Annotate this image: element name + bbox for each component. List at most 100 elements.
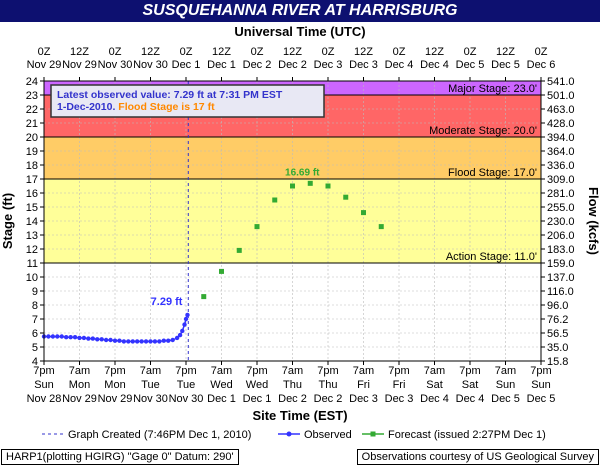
- observed-point: [99, 337, 104, 342]
- y-tick-label: 14: [26, 216, 38, 228]
- y2-tick-label: 281.0: [547, 188, 575, 200]
- observed-point: [59, 334, 64, 339]
- y2-tick-label: 255.0: [547, 202, 575, 214]
- bottom-tick-day: Thu: [319, 379, 338, 391]
- y2-tick-label: 183.0: [547, 244, 575, 256]
- observed-point: [166, 338, 171, 343]
- y-axis-title: Stage (ft): [0, 193, 15, 249]
- y2-tick-label: 309.0: [547, 174, 575, 186]
- observed-point: [72, 335, 78, 340]
- observed-point: [183, 316, 189, 322]
- y-tick-label: 8: [32, 300, 38, 312]
- top-tick-time: 0Z: [180, 46, 193, 58]
- bottom-tick-time: 7am: [282, 365, 303, 377]
- top-tick-time: 12Z: [496, 46, 515, 58]
- y-tick-label: 11: [27, 258, 38, 270]
- forecast-point: [378, 224, 384, 230]
- annotation-line2: 1-Dec-2010. Flood Stage is 17 ft: [57, 101, 215, 113]
- observed-point: [90, 336, 96, 341]
- footer-credit: Observations courtesy of US Geological S…: [356, 449, 599, 465]
- bottom-tick-time: 7am: [140, 365, 161, 377]
- observed-point: [177, 332, 183, 338]
- y-tick-label: 24: [26, 76, 38, 88]
- bottom-tick-day: Wed: [246, 379, 268, 391]
- y2-tick-label: 35.0: [547, 342, 568, 354]
- bottom-tick-date: Dec 4: [456, 393, 485, 405]
- annotation-line1: Latest observed value: 7.29 ft at 7:31 P…: [57, 89, 283, 101]
- y-tick-label: 4: [32, 356, 38, 368]
- bottom-tick-date: Nov 28: [27, 393, 62, 405]
- observed-point: [50, 334, 56, 339]
- top-tick-date: Nov 30: [133, 59, 168, 71]
- y-tick-label: 5: [32, 342, 38, 354]
- threshold-lines: Action Stage: 11.0' Flood Stage: 17.0' Mod…: [44, 81, 541, 361]
- y-tick-label: 19: [26, 146, 38, 158]
- top-tick-time: 0Z: [251, 46, 264, 58]
- forecast-point: [325, 183, 331, 189]
- y-tick-label: 6: [32, 328, 38, 340]
- bottom-tick-time: 7pm: [175, 365, 196, 377]
- top-tick-time: 0Z: [393, 46, 406, 58]
- forecast-point: [290, 183, 295, 189]
- bottom-tick-day: Sun: [496, 379, 516, 391]
- observed-point: [81, 335, 87, 341]
- bottom-tick-time: 7am: [495, 365, 516, 377]
- observed-point: [68, 335, 73, 340]
- y-tick-label: 7: [32, 314, 38, 326]
- bottom-tick-day: Thu: [283, 379, 302, 391]
- top-tick-time: 0Z: [535, 46, 548, 58]
- observed-point: [134, 339, 140, 344]
- y-tick-label: 21: [26, 118, 38, 130]
- bottom-tick-date: Nov 30: [169, 393, 204, 405]
- top-tick-date: Nov 29: [27, 59, 62, 71]
- y-tick-label: 22: [26, 104, 38, 116]
- threshold-label: Moderate Stage: 20.0': [429, 125, 537, 137]
- bottom-tick-day: Sun: [34, 379, 54, 391]
- y2-tick-label: 159.0: [547, 258, 575, 270]
- observed-latest-label: 7.29 ft: [151, 296, 183, 308]
- y2-tick-label: 428.0: [547, 118, 575, 130]
- threshold-label: Action Stage: 11.0': [446, 251, 537, 263]
- top-tick-time: 12Z: [212, 46, 231, 58]
- top-axis-title: Universal Time (UTC): [234, 24, 365, 39]
- observed-point: [46, 334, 51, 339]
- bottom-tick-time: 7pm: [246, 365, 267, 377]
- bottom-tick-day: Tue: [141, 379, 160, 391]
- y-tick-label: 23: [26, 90, 38, 102]
- forecast-point: [254, 224, 260, 230]
- y2-tick-label: 336.0: [547, 160, 575, 172]
- bottom-tick-date: Dec 2: [314, 393, 343, 405]
- bottom-tick-day: Fri: [357, 379, 370, 391]
- legend-forecast-label: Forecast (issued 2:27PM Dec 1): [388, 429, 546, 441]
- observed-point: [130, 339, 135, 344]
- forecast-point: [201, 294, 207, 300]
- observed-point: [108, 337, 113, 343]
- observed-point: [185, 312, 190, 318]
- legend-created-label: Graph Created (7:46PM Dec 1, 2010): [68, 429, 251, 441]
- y2-tick-label: 541.0: [547, 76, 575, 88]
- top-tick-date: Nov 29: [62, 59, 97, 71]
- bottom-tick-time: 7pm: [317, 365, 338, 377]
- legend: Graph Created (7:46PM Dec 1, 2010) Observ…: [42, 429, 546, 441]
- bottom-tick-day: Sun: [531, 379, 551, 391]
- y2-tick-label: 56.5: [547, 328, 568, 340]
- top-tick-date: Dec 3: [349, 59, 378, 71]
- bottom-tick-day: Fri: [393, 379, 406, 391]
- forecast-series: 16.69 ft: [201, 167, 384, 300]
- y-tick-label: 17: [26, 174, 38, 186]
- legend-observed-label: Observed: [304, 429, 352, 441]
- bottom-tick-date: Dec 2: [278, 393, 307, 405]
- y2-tick-label: 206.0: [547, 230, 575, 242]
- forecast-peak-label: 16.69 ft: [285, 167, 320, 178]
- observed-point: [139, 339, 144, 344]
- bottom-tick-day: Sat: [426, 379, 443, 391]
- bottom-tick-date: Dec 5: [527, 393, 556, 405]
- bottom-tick-time: 7pm: [530, 365, 551, 377]
- top-tick-time: 0Z: [38, 46, 51, 58]
- y-tick-label: 16: [26, 188, 38, 200]
- threshold-label: Major Stage: 23.0': [448, 83, 537, 95]
- bottom-tick-time: 7pm: [459, 365, 480, 377]
- observed-point: [157, 339, 162, 344]
- bottom-tick-date: Dec 3: [349, 393, 378, 405]
